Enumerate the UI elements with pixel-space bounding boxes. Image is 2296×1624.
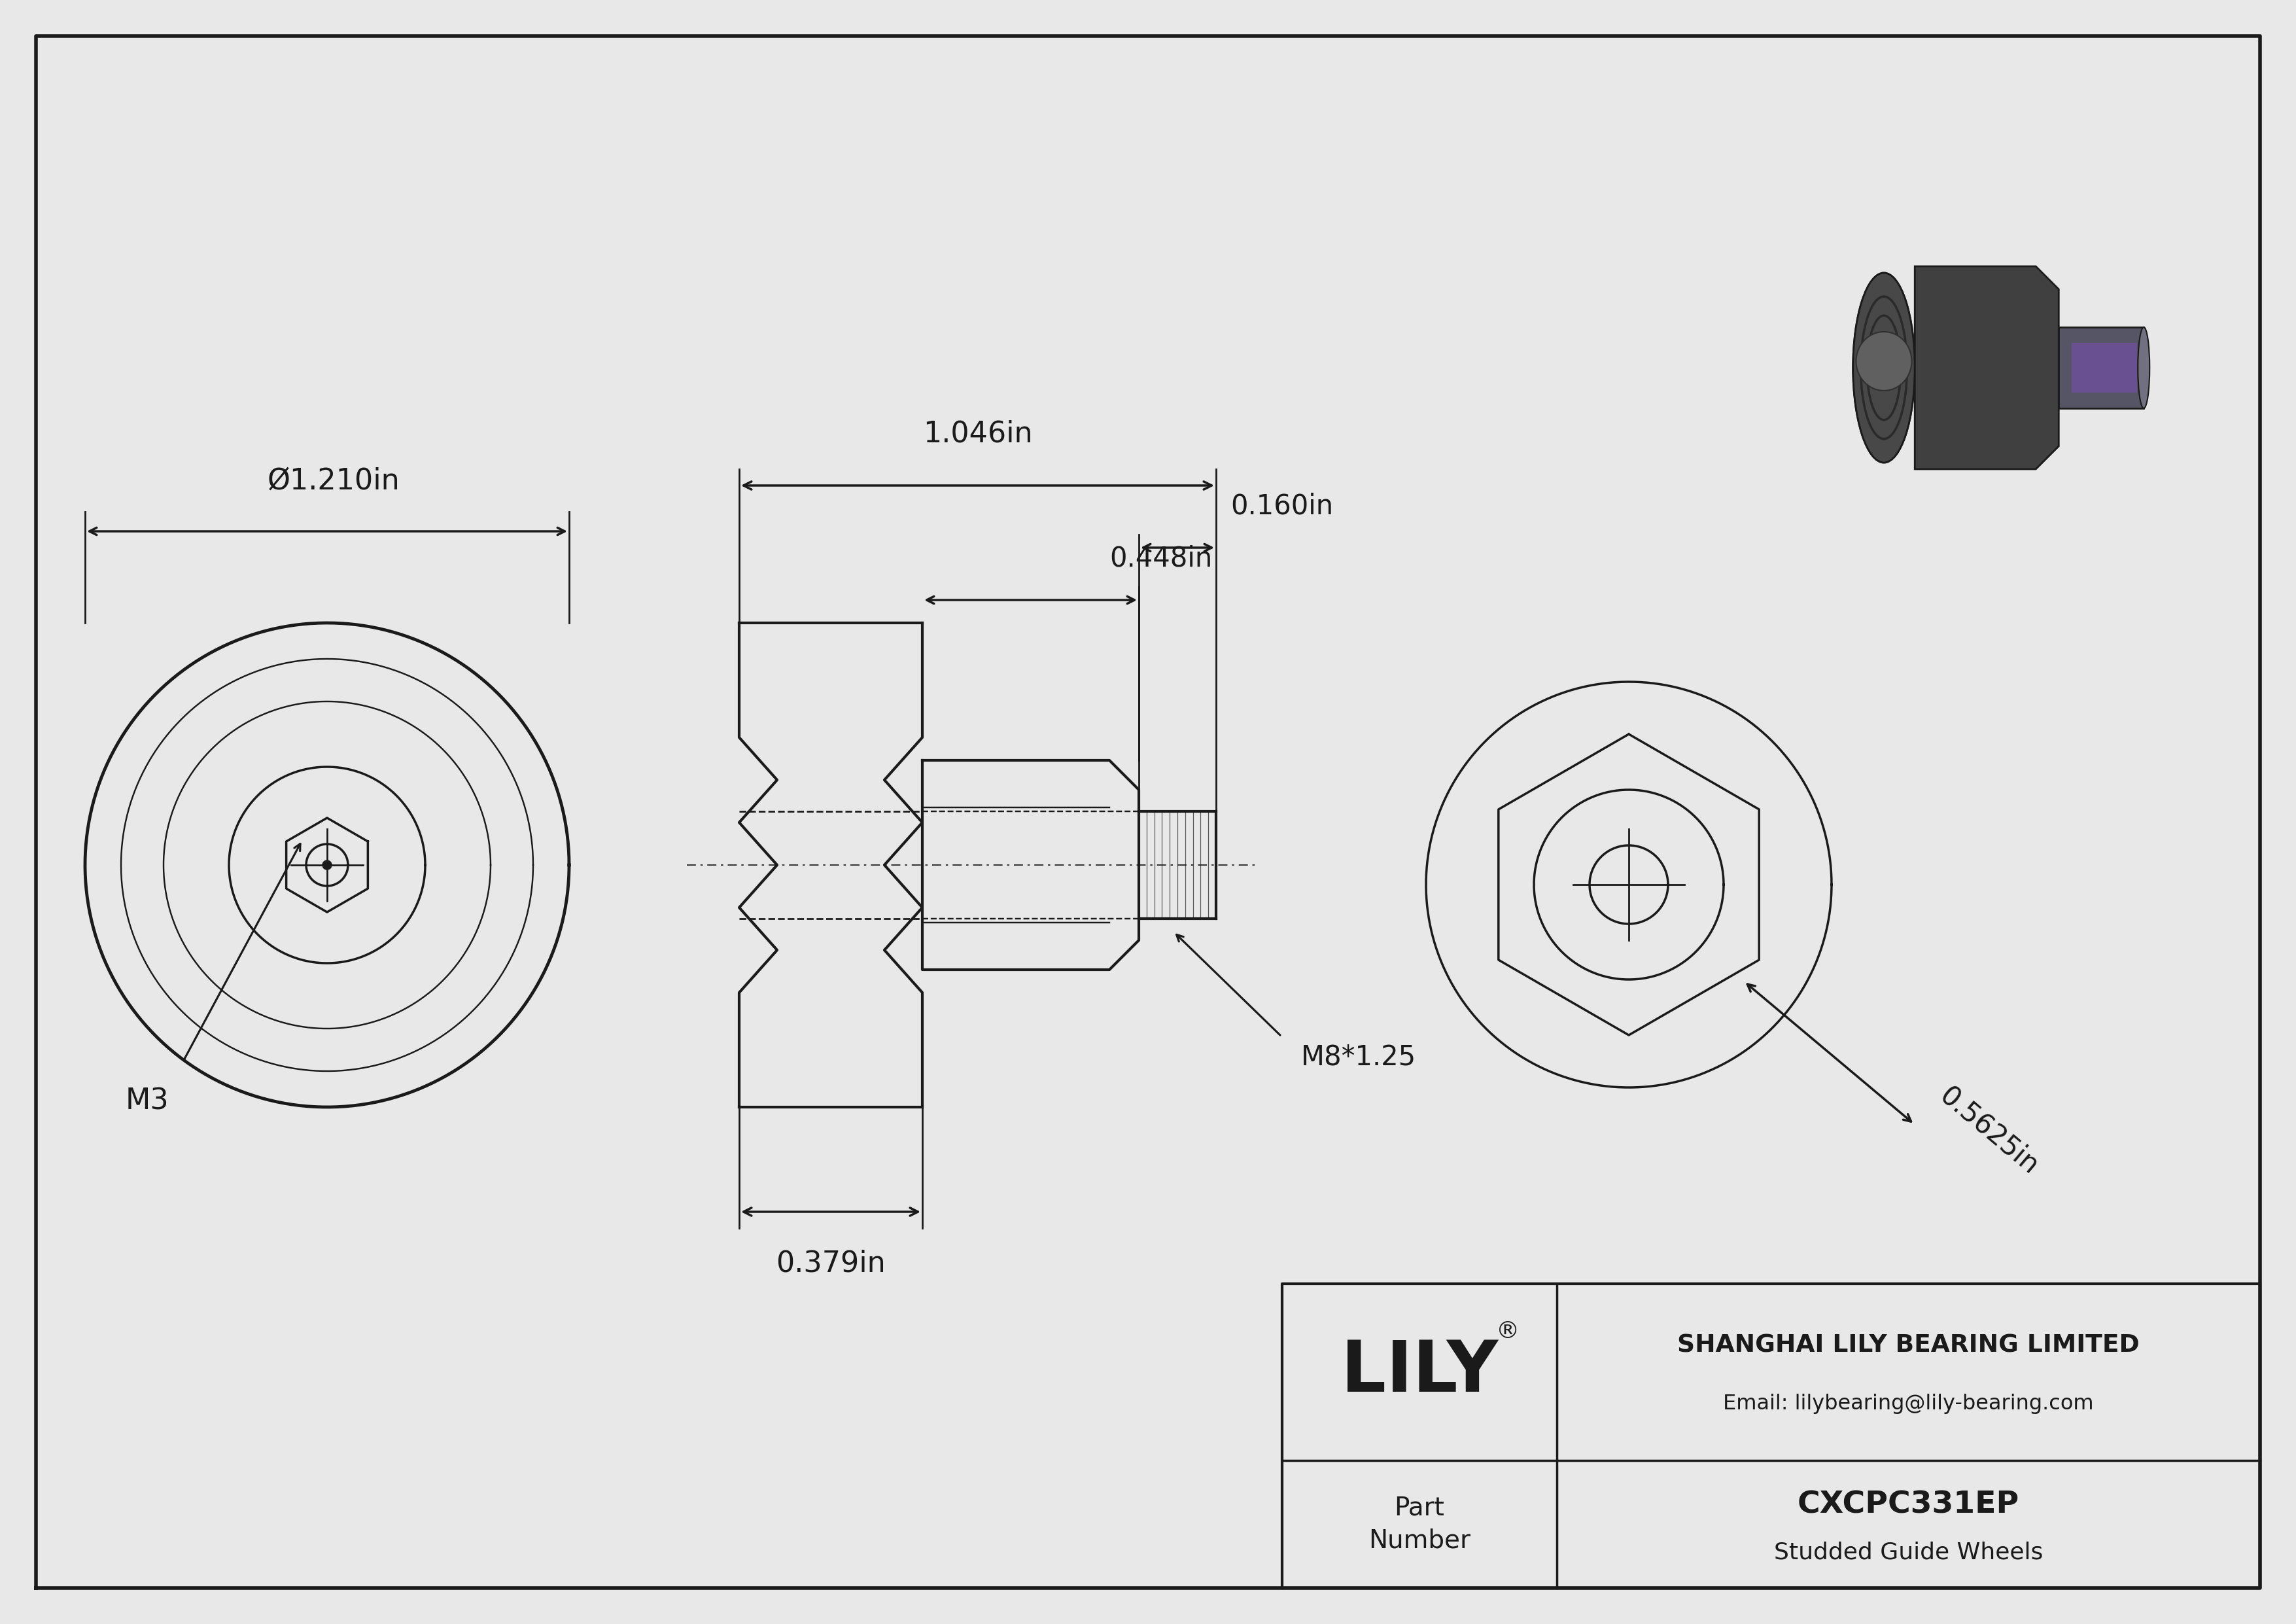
Text: M3: M3 [126,1088,170,1116]
Text: 1.046in: 1.046in [923,419,1033,448]
Polygon shape [2060,326,2144,408]
Text: Studded Guide Wheels: Studded Guide Wheels [1775,1541,2043,1564]
Text: M8*1.25: M8*1.25 [1302,1043,1417,1070]
Text: ®: ® [1497,1320,1520,1343]
Text: LILY: LILY [1341,1338,1497,1406]
Text: 0.160in: 0.160in [1231,492,1334,520]
Text: 0.448in: 0.448in [1109,546,1212,573]
Circle shape [321,861,331,869]
Text: Part
Number: Part Number [1368,1496,1469,1553]
Text: 0.5625in: 0.5625in [1933,1082,2043,1181]
Ellipse shape [1853,273,1915,463]
Polygon shape [2071,343,2138,393]
Text: Email: lilybearing@lily-bearing.com: Email: lilybearing@lily-bearing.com [1722,1393,2094,1415]
Ellipse shape [2138,326,2149,408]
Text: 0.379in: 0.379in [776,1250,886,1278]
Text: CXCPC331EP: CXCPC331EP [1798,1491,2020,1520]
Text: SHANGHAI LILY BEARING LIMITED: SHANGHAI LILY BEARING LIMITED [1678,1333,2140,1358]
Ellipse shape [1855,331,1913,391]
Ellipse shape [1853,273,1915,463]
Text: Ø1.210in: Ø1.210in [266,468,400,495]
Polygon shape [1915,266,2060,469]
